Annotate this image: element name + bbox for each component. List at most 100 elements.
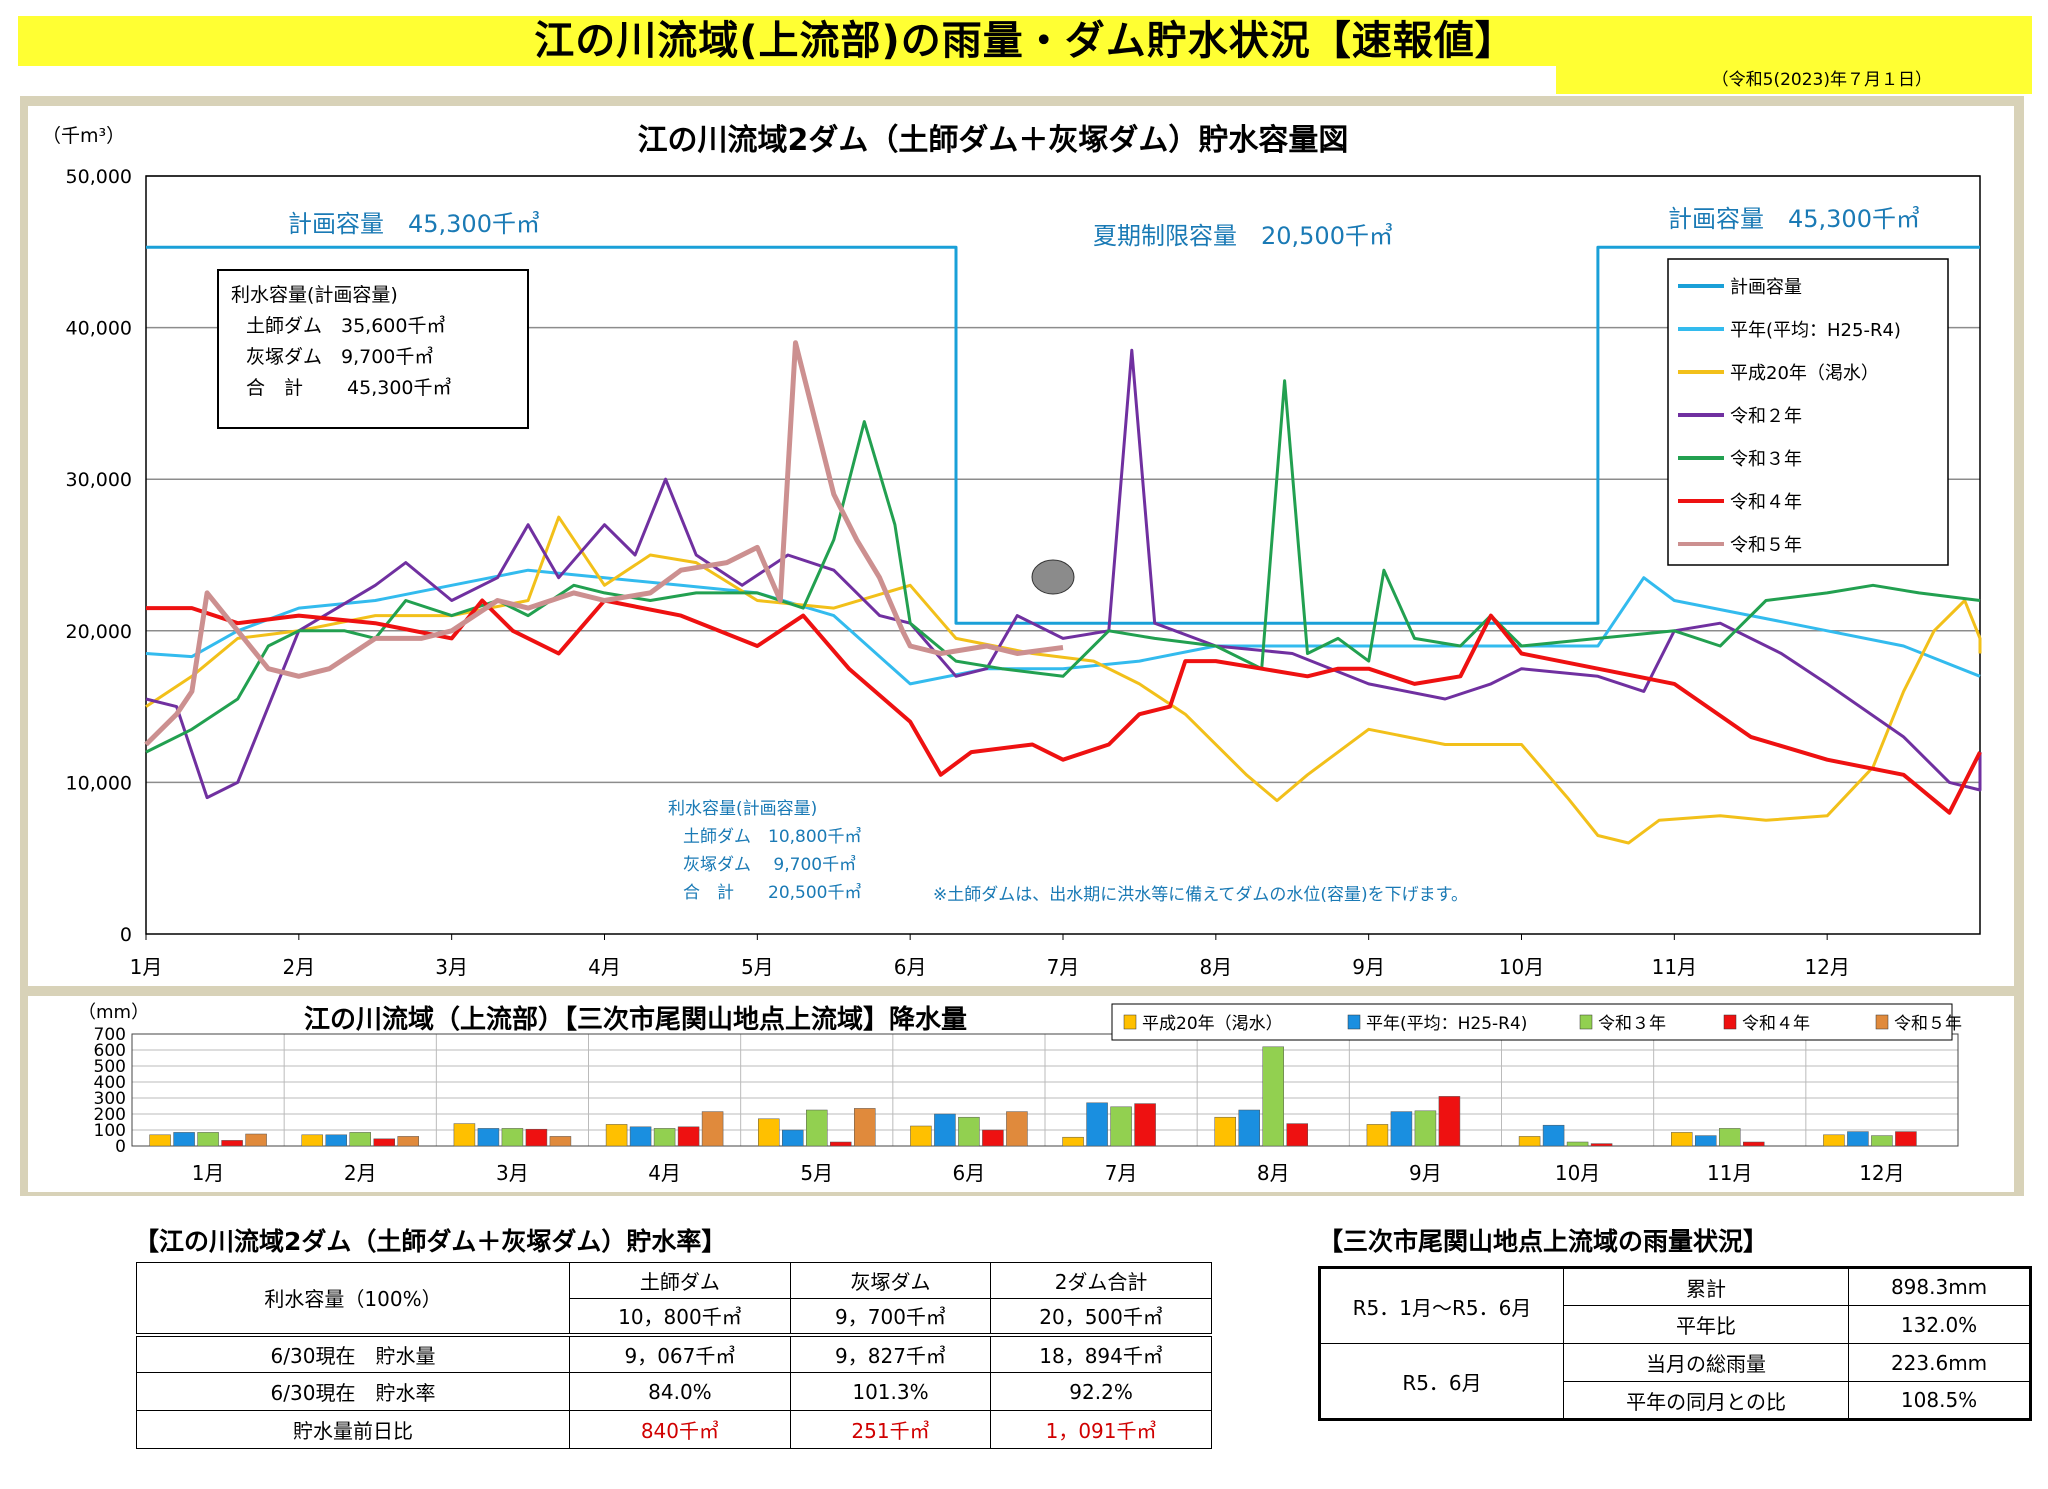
dam-table-cell: 6/30現在 貯水量 bbox=[136, 1334, 570, 1373]
y-tick-label: 400 bbox=[94, 1073, 126, 1093]
dam-table-cell: 6/30現在 貯水率 bbox=[136, 1372, 570, 1411]
rain-table-title: 【三次市尾関山地点上流域の雨量状況】 bbox=[1318, 1227, 1769, 1256]
y-tick-label: 300 bbox=[94, 1089, 126, 1109]
bar bbox=[1847, 1131, 1869, 1147]
report-date: （令和5(2023)年７月１日） bbox=[1711, 70, 1932, 90]
x-tick-label: 9月 bbox=[1352, 955, 1385, 979]
legend-label: 令和５年 bbox=[1894, 1014, 1962, 1034]
capacity-box bbox=[217, 269, 529, 429]
bar bbox=[1214, 1116, 1236, 1147]
rain-table-cell: 累計 bbox=[1562, 1267, 1850, 1306]
summer-capacity-line: 灰塚ダム 9,700千㎥ bbox=[683, 855, 856, 875]
series-line bbox=[145, 568, 1981, 686]
y-tick-label: 30,000 bbox=[66, 469, 132, 491]
x-tick-label: 8月 bbox=[1199, 955, 1232, 979]
bar bbox=[1671, 1132, 1693, 1147]
x-tick-label: 10月 bbox=[1499, 955, 1544, 979]
bar bbox=[1823, 1134, 1845, 1147]
chart-title: 江の川流域（上流部）【三次市尾関山地点上流域】降水量 bbox=[304, 1004, 967, 1035]
bar bbox=[501, 1128, 524, 1147]
summer-capacity-line: 利水容量(計画容量) bbox=[668, 799, 817, 819]
legend-label: 平成20年（渇水） bbox=[1142, 1014, 1283, 1034]
dam-table-cell: 101.3% bbox=[789, 1372, 992, 1411]
x-tick-label: 10月 bbox=[1555, 1161, 1600, 1185]
legend-swatch bbox=[1123, 1014, 1137, 1030]
dam-table-cell: 1，091千㎥ bbox=[990, 1410, 1212, 1449]
legend-label: 令和３年 bbox=[1598, 1014, 1666, 1034]
x-tick-label: 1月 bbox=[130, 955, 163, 979]
bar bbox=[1695, 1135, 1717, 1147]
bar bbox=[1062, 1136, 1084, 1147]
bar bbox=[758, 1118, 780, 1147]
dam-table-cell: 2ダム合計 bbox=[990, 1262, 1212, 1299]
rain-chart: （mm） 江の川流域（上流部）【三次市尾関山地点上流域】降水量 0100200300… bbox=[78, 1002, 1962, 1185]
date-banner: （令和5(2023)年７月１日） bbox=[1556, 66, 2032, 94]
y-tick-label: 40,000 bbox=[66, 318, 132, 340]
legend-label: 計画容量 bbox=[1730, 277, 1802, 298]
bar bbox=[982, 1129, 1004, 1147]
bar bbox=[1871, 1135, 1893, 1147]
y-tick-label: 100 bbox=[94, 1121, 126, 1141]
capacity-box-line: 利水容量(計画容量) bbox=[231, 284, 398, 306]
bar bbox=[701, 1111, 724, 1147]
rain-table-cell: 平年比 bbox=[1562, 1305, 1850, 1344]
plot-border bbox=[131, 1033, 1959, 1147]
bar bbox=[1743, 1141, 1765, 1147]
bar bbox=[1518, 1136, 1541, 1147]
dam-table-cell: 20，500千㎥ bbox=[990, 1298, 1212, 1335]
y-tick-label: 10,000 bbox=[66, 772, 132, 794]
rain-chart-panel: （mm） 江の川流域（上流部）【三次市尾関山地点上流域】降水量 0 100 200 300… bbox=[28, 996, 2014, 1192]
legend-label: 令和４年 bbox=[1742, 1014, 1810, 1034]
plan-capacity-label: 計画容量 45,300千㎥ bbox=[288, 210, 540, 238]
summer-capacity-line: 土師ダム 10,800千㎥ bbox=[683, 827, 861, 847]
bar bbox=[1086, 1102, 1108, 1147]
dam-table-cell: 9，700千㎥ bbox=[789, 1298, 992, 1335]
bar bbox=[1590, 1143, 1613, 1147]
bar bbox=[629, 1126, 652, 1147]
dam-table-cell: 土師ダム bbox=[569, 1262, 791, 1299]
bar bbox=[549, 1136, 572, 1147]
chart-title: 江の川流域2ダム（土師ダム＋灰塚ダム）貯水容量図 bbox=[638, 123, 1349, 158]
rain-table-cell: 平年の同月との比 bbox=[1562, 1381, 1850, 1420]
y-tick-label: 20,000 bbox=[66, 621, 132, 643]
bar bbox=[782, 1129, 804, 1147]
plan-capacity-label: 計画容量 45,300千㎥ bbox=[1668, 205, 1920, 233]
bar bbox=[1286, 1123, 1308, 1147]
dam-table-cell: 貯水量前日比 bbox=[136, 1410, 570, 1449]
bar bbox=[173, 1132, 195, 1147]
dam-table-cell: 灰塚ダム bbox=[789, 1262, 992, 1299]
y-tick-label: 0 bbox=[115, 1137, 126, 1157]
dam-table-cell: 84.0% bbox=[569, 1372, 791, 1411]
rain-table-cell: 223.6mm bbox=[1848, 1343, 2031, 1382]
x-tick-label: 6月 bbox=[953, 1161, 986, 1185]
x-tick-label: 5月 bbox=[741, 955, 774, 979]
dam-table-cell: 18，894千㎥ bbox=[990, 1334, 1212, 1373]
y-tick-label: 50,000 bbox=[66, 166, 132, 188]
y-tick-label: 600 bbox=[94, 1041, 126, 1061]
bar bbox=[1414, 1110, 1437, 1147]
rain-table-cell: 132.0% bbox=[1848, 1305, 2031, 1344]
legend-box bbox=[1667, 258, 1949, 566]
y-axis-label: （千m³） bbox=[42, 125, 125, 147]
dam-storage-table: 利水容量（100%） 土師ダム 灰塚ダム 2ダム合計 10，800千㎥ 9，70… bbox=[136, 1262, 1212, 1449]
x-tick-label: 11月 bbox=[1652, 955, 1697, 979]
bar bbox=[197, 1132, 219, 1147]
bar bbox=[149, 1134, 171, 1147]
legend-swatch bbox=[1723, 1014, 1737, 1030]
bar bbox=[1110, 1106, 1132, 1147]
y-tick-label: 500 bbox=[94, 1057, 126, 1077]
rain-period-cell: R5．6月 bbox=[1319, 1343, 1564, 1420]
series-line bbox=[146, 245, 1980, 625]
storage-chart-panel: 江の川流域2ダム（土師ダム＋灰塚ダム）貯水容量図 （千m³） 0 10,000 20,0… bbox=[28, 106, 2014, 986]
bar bbox=[830, 1141, 852, 1147]
dam-table-cell: 251千㎥ bbox=[789, 1410, 992, 1449]
bar bbox=[397, 1136, 419, 1147]
bar bbox=[325, 1134, 347, 1147]
rain-status-table: R5．1月～R5．6月 累計 898.3mm 平年比 132.0% R5．6月 … bbox=[1318, 1266, 2032, 1421]
legend-label: 令和５年 bbox=[1730, 535, 1802, 556]
series-line bbox=[146, 598, 1982, 815]
legend-label: 平成20年（渇水） bbox=[1730, 363, 1879, 384]
bar bbox=[1390, 1111, 1413, 1147]
bar bbox=[1542, 1124, 1565, 1147]
x-tick-label: 6月 bbox=[894, 955, 927, 979]
